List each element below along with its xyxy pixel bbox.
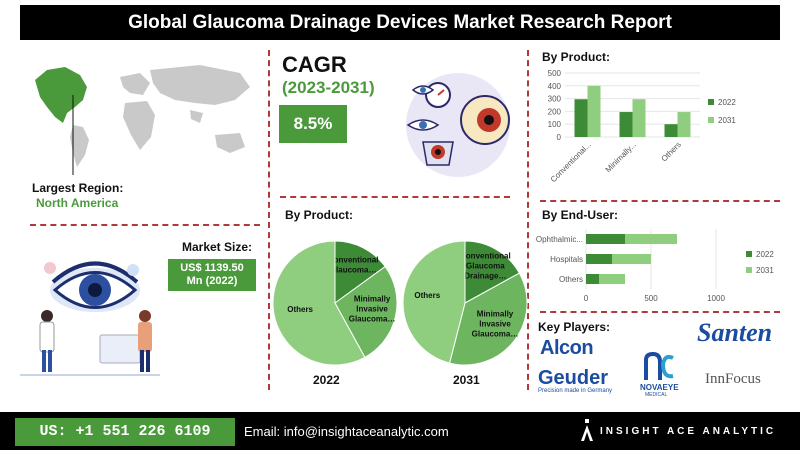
market-size-label: Market Size:	[181, 240, 253, 254]
largest-region-label: Largest Region:	[32, 181, 124, 195]
cagr-title: CAGR	[282, 52, 347, 77]
pie-year-2031: 2031	[453, 373, 480, 387]
eye-diagnostics-icon	[406, 73, 510, 177]
legend-swatch	[708, 99, 714, 105]
bar-section-title: By Product:	[542, 50, 611, 64]
pie-label: Minimally Invasive Glaucoma…	[349, 294, 396, 323]
eye-exam-illustration	[20, 261, 160, 376]
novaeye-logo-sub: MEDICAL	[645, 392, 668, 398]
bar	[586, 254, 612, 264]
pie-slice	[272, 240, 366, 366]
legend-label: 2022	[718, 98, 736, 107]
pie-year-2022: 2022	[313, 373, 340, 387]
geuder-tagline: Precision made in Germany	[538, 388, 613, 394]
pie-label: Conventional Glaucoma…	[328, 255, 379, 274]
cagr-value: 8.5%	[279, 105, 347, 143]
legend-swatch	[746, 267, 752, 273]
bar	[619, 112, 633, 137]
market-size-amount: US$ 1139.50	[180, 262, 244, 274]
bar	[586, 274, 625, 284]
enduser-section-title: By End-User:	[542, 208, 619, 222]
y-tick-label: Others	[559, 275, 583, 284]
email-contact[interactable]: Email: info@insightaceanalytic.com	[244, 424, 449, 439]
phone-contact[interactable]: US: +1 551 226 6109	[15, 418, 235, 446]
divider	[527, 50, 529, 390]
alcon-logo: Alcon	[540, 337, 594, 359]
insightace-logo-icon	[581, 419, 593, 441]
legend-label: 2031	[718, 116, 736, 125]
enduser-bar-chart: 0 500 1000 Ophthalmic... Hospitals Others 2022…	[536, 229, 774, 303]
pie-label: Others	[287, 305, 313, 314]
report-title: Global Glaucoma Drainage Devices Market …	[20, 5, 780, 40]
x-tick-label: 1000	[707, 294, 725, 303]
x-tick-label: Minimally...	[604, 140, 638, 174]
pie-label: Minimally Invasive Glaucoma…	[472, 309, 519, 338]
cagr-years: (2023-2031)	[282, 78, 375, 97]
y-tick-label: 100	[548, 120, 562, 129]
brand-name: INSIGHT ACE ANALYTIC	[600, 426, 777, 437]
bar	[586, 234, 677, 244]
y-tick-label: Hospitals	[550, 255, 583, 264]
product-bar-chart: 0 100 200 300 400 500 Conventional... Minimally…	[548, 69, 737, 184]
innfocus-logo: InnFocus	[705, 371, 761, 387]
bar	[677, 112, 691, 137]
y-tick-label: 500	[548, 69, 562, 78]
pie-chart-2031: Conventional Glaucoma Drainage… Minimally In…	[402, 240, 528, 366]
y-tick-label: 400	[548, 82, 562, 91]
x-tick-label: Conventional...	[549, 140, 593, 184]
divider	[540, 311, 780, 313]
bar	[586, 234, 625, 244]
bar	[664, 124, 678, 137]
pie-slice	[402, 240, 466, 364]
novaeye-logo-icon	[644, 352, 674, 380]
pie-slice	[464, 240, 521, 304]
bar	[586, 254, 651, 264]
novaeye-logo: NOVAEYE	[640, 383, 679, 392]
divider	[268, 50, 270, 390]
divider	[540, 200, 780, 202]
legend-label: 2031	[756, 266, 774, 275]
legend-swatch	[708, 117, 714, 123]
market-size-year: Mn (2022)	[186, 275, 238, 287]
bar	[586, 274, 599, 284]
pie-label: Others	[414, 291, 440, 300]
x-tick-label: 0	[584, 294, 589, 303]
pie-slice	[334, 240, 386, 304]
pie-slice	[334, 265, 398, 359]
santen-logo: Santen	[697, 318, 773, 347]
y-tick-label: Ophthalmic...	[536, 235, 583, 244]
pie-slice	[448, 272, 528, 366]
y-tick-label: 200	[548, 107, 562, 116]
largest-region-value: North America	[36, 196, 119, 210]
pie-chart-2022: Conventional Glaucoma… Minimally Invasive Gl…	[272, 240, 398, 366]
y-tick-label: 0	[557, 133, 562, 142]
legend-label: 2022	[756, 250, 774, 259]
legend-swatch	[746, 251, 752, 257]
divider	[280, 196, 510, 198]
y-tick-label: 300	[548, 95, 562, 104]
bar	[632, 99, 646, 137]
world-map	[35, 65, 250, 175]
bar	[574, 99, 588, 137]
geuder-logo: Geuder	[538, 367, 609, 389]
pie-section-title: By Product:	[285, 208, 354, 222]
bar	[587, 85, 601, 137]
market-size-value: US$ 1139.50 Mn (2022)	[168, 259, 256, 291]
divider	[30, 224, 260, 226]
x-tick-label: 500	[644, 294, 658, 303]
key-players-title: Key Players:	[538, 320, 611, 334]
pie-label: Conventional Glaucoma Drainage…	[460, 252, 511, 281]
x-tick-label: Others	[660, 140, 683, 163]
